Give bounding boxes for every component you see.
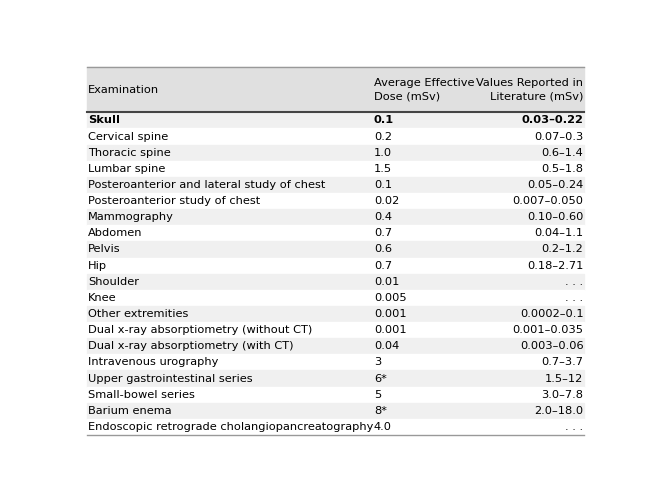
Text: Examination: Examination [88,84,159,95]
Text: 0.1: 0.1 [374,115,394,125]
Bar [87,306,584,322]
Text: 0.001: 0.001 [374,325,406,335]
Text: 1.5: 1.5 [374,164,392,174]
Text: Dual x-ray absorptiometry (without CT): Dual x-ray absorptiometry (without CT) [88,325,312,335]
Text: . . .: . . . [565,422,584,432]
Text: Skull: Skull [88,115,120,125]
Bar [87,338,584,354]
Text: 0.003–0.06: 0.003–0.06 [520,341,584,351]
Text: Posteroanterior study of chest: Posteroanterior study of chest [88,196,260,206]
Text: Mammography: Mammography [88,212,174,222]
Text: 0.10–0.60: 0.10–0.60 [527,212,584,222]
Bar [87,193,584,209]
Text: 0.2: 0.2 [374,132,392,141]
Text: 0.02: 0.02 [374,196,399,206]
Text: Dual x-ray absorptiometry (with CT): Dual x-ray absorptiometry (with CT) [88,341,293,351]
Bar [87,129,584,144]
Bar [87,419,584,435]
Text: Knee: Knee [88,293,117,303]
Bar [87,387,584,403]
Text: Intravenous urography: Intravenous urography [88,357,218,367]
Text: 0.03–0.22: 0.03–0.22 [521,115,584,125]
Text: Abdomen: Abdomen [88,228,143,238]
Text: Hip: Hip [88,261,107,271]
Bar [87,177,584,193]
Text: Barium enema: Barium enema [88,406,172,416]
Text: 2.0–18.0: 2.0–18.0 [534,406,584,416]
Text: Shoulder: Shoulder [88,277,139,287]
Text: 3: 3 [374,357,381,367]
Text: 0.05–0.24: 0.05–0.24 [527,180,584,190]
Bar [87,112,584,129]
Text: Upper gastrointestinal series: Upper gastrointestinal series [88,374,253,384]
Text: 0.07–0.3: 0.07–0.3 [534,132,584,141]
Text: Values Reported in
Literature (mSv): Values Reported in Literature (mSv) [476,78,584,101]
Text: Pelvis: Pelvis [88,245,121,254]
Text: 0.005: 0.005 [374,293,406,303]
Bar [87,354,584,370]
Text: 0.04–1.1: 0.04–1.1 [534,228,584,238]
Bar [87,274,584,290]
Text: 1.5–12: 1.5–12 [545,374,584,384]
Text: Thoracic spine: Thoracic spine [88,147,171,158]
Text: 3.0–7.8: 3.0–7.8 [542,389,584,400]
Text: Posteroanterior and lateral study of chest: Posteroanterior and lateral study of che… [88,180,326,190]
Text: 0.4: 0.4 [374,212,392,222]
Bar [87,144,584,161]
Text: Endoscopic retrograde cholangiopancreatography: Endoscopic retrograde cholangiopancreato… [88,422,373,432]
Text: 0.5–1.8: 0.5–1.8 [542,164,584,174]
Text: 0.0002–0.1: 0.0002–0.1 [520,309,584,319]
Text: 0.04: 0.04 [374,341,399,351]
Text: 0.6–1.4: 0.6–1.4 [542,147,584,158]
Text: 0.1: 0.1 [374,180,392,190]
Text: . . .: . . . [565,277,584,287]
Text: 0.001: 0.001 [374,309,406,319]
Bar [87,290,584,306]
Text: 1.0: 1.0 [374,147,392,158]
Text: 5: 5 [374,389,381,400]
Bar [87,225,584,242]
Bar [87,370,584,387]
Text: Small-bowel series: Small-bowel series [88,389,195,400]
Text: 0.001–0.035: 0.001–0.035 [512,325,584,335]
Bar [87,242,584,257]
Text: . . .: . . . [565,293,584,303]
Bar [87,67,584,112]
Text: 0.007–0.050: 0.007–0.050 [512,196,584,206]
Bar [87,322,584,338]
Text: 0.2–1.2: 0.2–1.2 [542,245,584,254]
Bar [87,209,584,225]
Bar [87,257,584,274]
Text: 4.0: 4.0 [374,422,392,432]
Bar [87,403,584,419]
Text: 0.7: 0.7 [374,261,392,271]
Text: 0.18–2.71: 0.18–2.71 [527,261,584,271]
Text: 0.7–3.7: 0.7–3.7 [542,357,584,367]
Text: Lumbar spine: Lumbar spine [88,164,165,174]
Text: 0.7: 0.7 [374,228,392,238]
Bar [87,161,584,177]
Text: Cervical spine: Cervical spine [88,132,168,141]
Text: 6*: 6* [374,374,386,384]
Text: 8*: 8* [374,406,386,416]
Text: 0.6: 0.6 [374,245,392,254]
Text: 0.01: 0.01 [374,277,399,287]
Text: Average Effective
Dose (mSv): Average Effective Dose (mSv) [374,78,474,101]
Text: Other extremities: Other extremities [88,309,189,319]
